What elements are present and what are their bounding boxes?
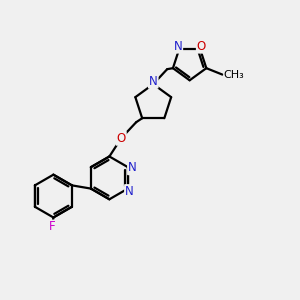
Text: CH₃: CH₃: [224, 70, 244, 80]
Text: O: O: [197, 40, 206, 53]
Text: O: O: [116, 132, 126, 145]
Text: F: F: [49, 220, 56, 233]
Text: N: N: [128, 161, 137, 174]
Text: N: N: [125, 185, 134, 198]
Text: N: N: [173, 40, 182, 53]
Text: N: N: [149, 75, 158, 88]
